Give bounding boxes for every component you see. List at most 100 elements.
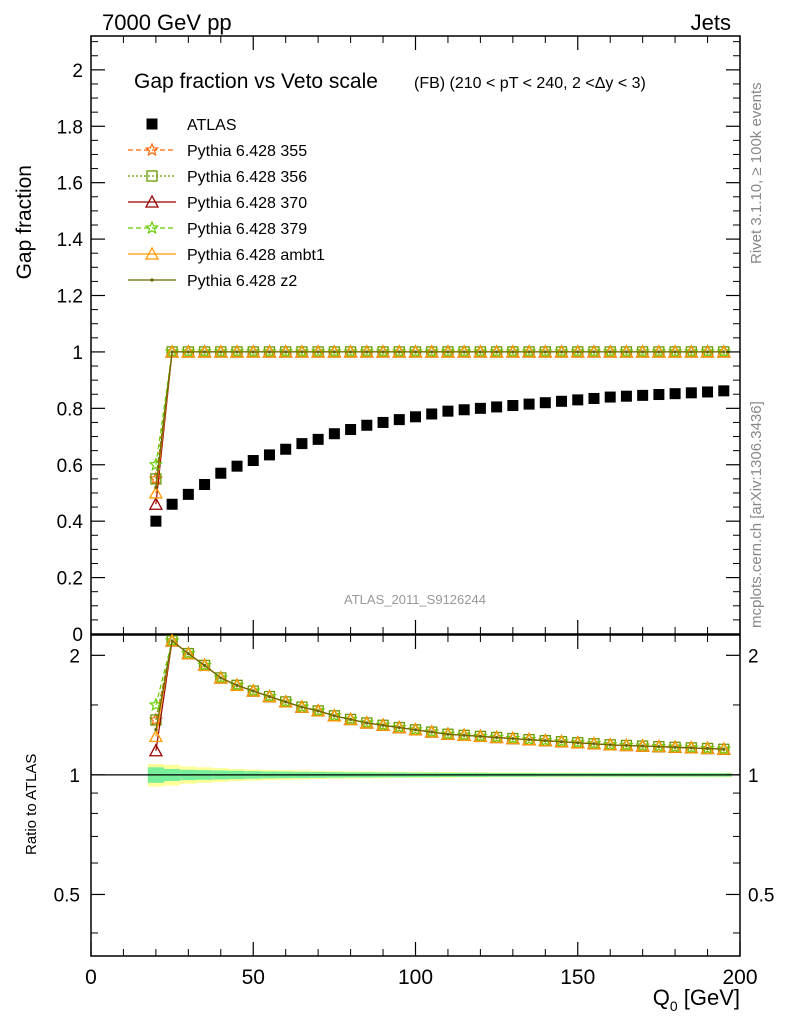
- x-axis-label-main: Q: [653, 985, 670, 1010]
- point-pythia-6-428-379: [246, 344, 261, 359]
- point-pythia-6-428-379: [440, 344, 456, 359]
- point-pythia-6-428-z2: [219, 350, 223, 354]
- y-tick-label: 0.2: [57, 569, 83, 590]
- ratio-point-pythia-6-428-z2: [154, 728, 158, 732]
- series-line-pythia-6-428-370: [155, 351, 724, 505]
- ratio-point-pythia-6-428-379: [343, 711, 358, 726]
- ratio-point-pythia-6-428-379: [554, 734, 569, 748]
- point-atlas: [296, 438, 308, 450]
- ratio-point-pythia-6-428-379: [197, 657, 212, 672]
- point-atlas: [491, 401, 503, 413]
- ratio-point-pythia-6-428-379: [667, 739, 683, 754]
- point-atlas: [523, 398, 535, 410]
- point-pythia-6-428-379: [408, 344, 423, 359]
- chart-subtitle: (FB) (210 < pT < 240, 2 <Δy < 3): [414, 75, 646, 92]
- point-pythia-6-428-379: [294, 344, 310, 359]
- legend-marker-atlas: [146, 118, 158, 130]
- point-pythia-6-428-z2: [543, 350, 547, 354]
- series-line-pythia-6-428-z2: [155, 351, 724, 488]
- point-pythia-6-428-379: [554, 344, 569, 359]
- ratio-point-pythia-6-428-379: [505, 730, 521, 745]
- ratio-panel-marks: [148, 633, 731, 757]
- point-pythia-6-428-z2: [267, 350, 272, 354]
- point-pythia-6-428-z2: [202, 350, 207, 354]
- ratio-point-pythia-6-428-z2: [705, 746, 710, 751]
- ratio-point-pythia-6-428-z2: [332, 714, 336, 718]
- point-pythia-6-428-z2: [235, 350, 239, 354]
- point-atlas: [393, 414, 405, 426]
- side-label-rivet: Rivet 3.1.10, ≥ 100k events: [748, 82, 765, 264]
- ratio-point-pythia-6-428-379: [716, 741, 731, 756]
- ratio-point-pythia-6-428-379: [375, 717, 391, 732]
- ratio-point-pythia-6-428-ambt1: [148, 729, 163, 743]
- point-atlas: [247, 455, 259, 467]
- legend-marker-pythia-6-428-355: [144, 142, 160, 157]
- ratio-point-pythia-6-428-379: [359, 715, 375, 730]
- point-pythia-6-428-379: [343, 344, 358, 359]
- point-pythia-6-428-z2: [446, 350, 450, 354]
- x-tick-label: 100: [398, 966, 433, 989]
- point-pythia-6-428-379: [392, 344, 407, 359]
- ratio-point-pythia-6-428-z2: [365, 721, 369, 725]
- point-pythia-6-428-z2: [576, 350, 580, 354]
- point-pythia-6-428-z2: [170, 350, 174, 354]
- point-atlas: [620, 390, 632, 402]
- ratio-point-pythia-6-428-z2: [673, 745, 677, 749]
- ratio-point-pythia-6-428-379: [684, 740, 699, 754]
- ratio-point-pythia-6-428-379: [440, 726, 456, 741]
- point-pythia-6-428-z2: [284, 350, 288, 354]
- ratio-point-pythia-6-428-379: [538, 733, 553, 747]
- legend-marker-pythia-6-428-ambt1: [144, 246, 160, 260]
- point-pythia-6-428-z2: [608, 350, 612, 354]
- ratio-point-pythia-6-428-379: [408, 722, 423, 736]
- point-pythia-6-428-z2: [478, 350, 482, 354]
- ratio-tick-label-right: 1: [748, 766, 759, 787]
- point-pythia-6-428-z2: [527, 350, 531, 354]
- header-right: Jets: [691, 10, 731, 35]
- y-tick-label: 2: [72, 61, 83, 82]
- x-tick-label: 0: [85, 966, 97, 989]
- y-axis-label: Gap fraction: [13, 165, 36, 279]
- ratio-point-pythia-6-428-379: [586, 736, 602, 750]
- point-pythia-6-428-z2: [462, 350, 466, 354]
- point-atlas: [182, 488, 194, 500]
- point-pythia-6-428-z2: [722, 350, 726, 354]
- y-tick-label: 1.4: [57, 230, 84, 251]
- point-pythia-6-428-379: [181, 344, 196, 359]
- ratio-point-pythia-6-428-379: [213, 670, 228, 685]
- ratio-point-pythia-6-428-ambt1: [181, 646, 196, 660]
- ratio-point-pythia-6-428-ambt1: [197, 658, 212, 672]
- point-pythia-6-428-z2: [186, 350, 190, 354]
- point-atlas: [604, 391, 616, 403]
- ratio-point-pythia-6-428-z2: [430, 730, 434, 734]
- legend-label-pythia-6-428-379: Pythia 6.428 379: [187, 221, 307, 238]
- ratio-point-pythia-6-428-ambt1: [229, 677, 245, 691]
- point-atlas: [669, 388, 681, 400]
- ratio-point-pythia-6-428-z2: [251, 689, 255, 693]
- point-pythia-6-428-379: [473, 344, 488, 359]
- ratio-point-pythia-6-428-z2: [413, 728, 418, 732]
- y-tick-label: 1: [72, 343, 83, 364]
- x-tick-label: 200: [722, 966, 757, 989]
- ratio-point-pythia-6-428-z2: [592, 742, 596, 746]
- series-line-pythia-6-428-356: [155, 351, 724, 479]
- y-tick-label: 0.6: [57, 456, 83, 477]
- ratio-tick-label-left: 0.5: [54, 885, 80, 906]
- ratio-point-pythia-6-428-z2: [608, 743, 612, 747]
- point-pythia-6-428-379: [619, 344, 634, 359]
- point-pythia-6-428-z2: [689, 350, 693, 354]
- chart-title: Gap fraction vs Veto scale: [134, 70, 378, 93]
- legend-marker-pythia-6-428-379: [144, 220, 160, 235]
- point-pythia-6-428-z2: [300, 350, 304, 354]
- ratio-point-pythia-6-428-z2: [495, 735, 499, 740]
- point-pythia-6-428-379: [229, 344, 245, 359]
- point-pythia-6-428-z2: [624, 350, 629, 354]
- ratio-point-pythia-6-428-z2: [478, 734, 482, 738]
- x-tick-label: 50: [242, 966, 265, 989]
- ratio-point-pythia-6-428-z2: [624, 743, 629, 748]
- ratio-point-pythia-6-428-z2: [462, 733, 466, 737]
- ratio-point-pythia-6-428-z2: [316, 709, 320, 713]
- point-pythia-6-428-z2: [495, 350, 499, 354]
- ratio-point-pythia-6-428-379: [424, 724, 439, 739]
